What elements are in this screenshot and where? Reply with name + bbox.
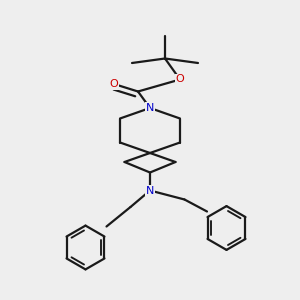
Text: O: O [110, 79, 118, 89]
Text: O: O [176, 74, 184, 85]
Text: N: N [146, 103, 154, 113]
Text: N: N [146, 185, 154, 196]
